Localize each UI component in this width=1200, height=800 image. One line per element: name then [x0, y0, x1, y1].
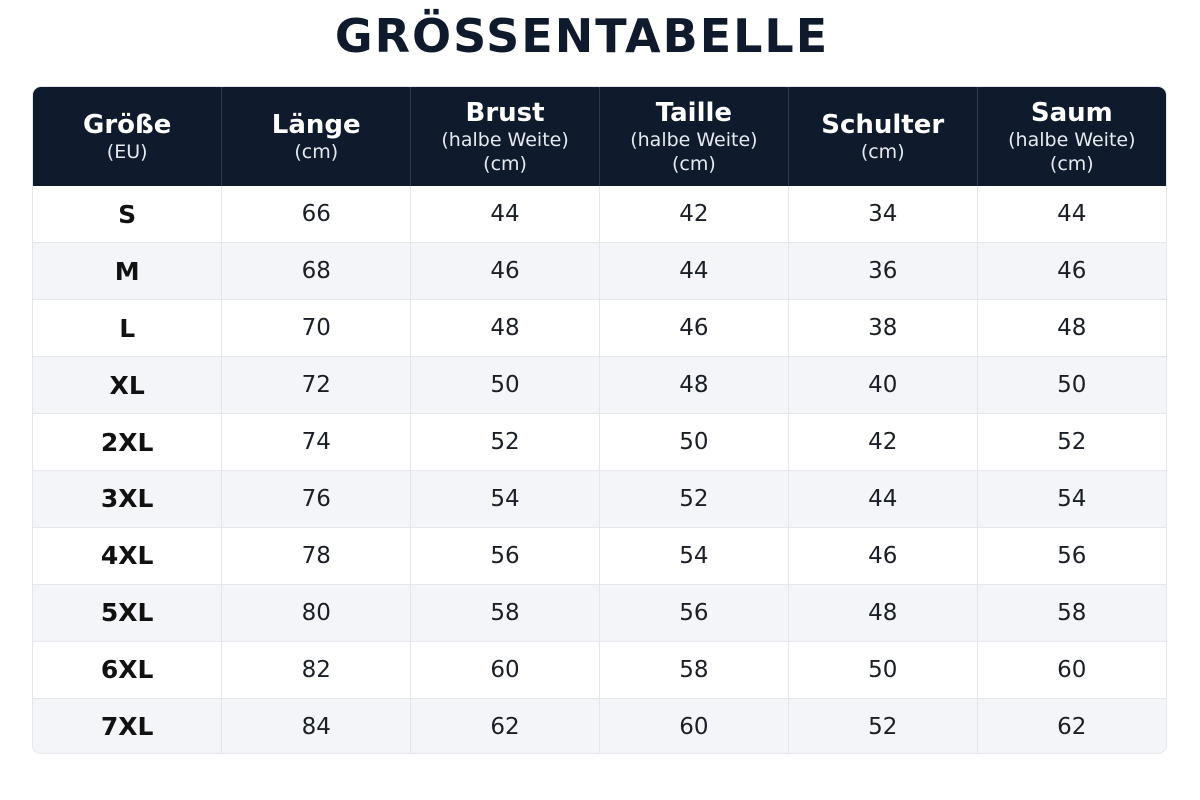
measurement-cell: 54: [599, 527, 789, 585]
table-body: S 66 44 42 34 44 M 68 46 44 36 46 L 70 48 46 38 48 XL 72 50 4…: [33, 186, 1166, 753]
size-table: Größe (EU) Länge (cm) Brust (halbe Weite) (cm)…: [33, 87, 1166, 753]
table-row: 7XL 84 62 60 52 62: [33, 698, 1166, 753]
column-header: Taille (halbe Weite) (cm): [599, 87, 789, 186]
measurement-cell: 46: [410, 242, 600, 301]
column-header-unit: (cm): [860, 140, 905, 163]
measurement-cell: 78: [221, 527, 412, 585]
size-cell: 2XL: [33, 413, 223, 471]
measurement-cell: 50: [788, 641, 978, 699]
measurement-cell: 44: [977, 186, 1166, 244]
column-header-unit: (halbe Weite): [1008, 128, 1136, 151]
column-header-unit: (cm): [1049, 152, 1094, 175]
measurement-cell: 50: [977, 356, 1166, 415]
measurement-cell: 56: [977, 527, 1166, 585]
measurement-cell: 48: [977, 299, 1166, 358]
size-cell: S: [33, 186, 223, 244]
column-header-unit: (cm): [672, 152, 716, 175]
measurement-cell: 38: [788, 299, 978, 358]
measurement-cell: 62: [410, 698, 600, 753]
column-header-unit: (cm): [483, 152, 527, 175]
measurement-cell: 54: [410, 470, 600, 528]
measurement-cell: 72: [221, 356, 412, 415]
measurement-cell: 82: [221, 641, 412, 699]
measurement-cell: 52: [977, 413, 1166, 471]
measurement-cell: 84: [221, 698, 412, 753]
table-header: Größe (EU) Länge (cm) Brust (halbe Weite) (cm)…: [33, 87, 1166, 186]
measurement-cell: 44: [599, 242, 789, 301]
measurement-cell: 58: [977, 584, 1166, 642]
measurement-cell: 58: [410, 584, 600, 642]
column-header: Brust (halbe Weite) (cm): [410, 87, 600, 186]
measurement-cell: 34: [788, 186, 978, 244]
column-header-label: Saum: [1030, 97, 1113, 128]
column-header-unit: (halbe Weite): [441, 128, 569, 151]
measurement-cell: 60: [599, 698, 789, 753]
measurement-cell: 58: [599, 641, 789, 699]
measurement-cell: 60: [410, 641, 600, 699]
size-table-container: Größe (EU) Länge (cm) Brust (halbe Weite) (cm)…: [32, 86, 1167, 754]
measurement-cell: 44: [788, 470, 978, 528]
measurement-cell: 42: [788, 413, 978, 471]
table-row: XL 72 50 48 40 50: [33, 356, 1166, 415]
size-cell: 3XL: [33, 470, 223, 528]
column-header-label: Größe: [82, 109, 172, 140]
size-cell: XL: [33, 356, 223, 415]
size-cell: M: [33, 242, 223, 301]
measurement-cell: 50: [410, 356, 600, 415]
measurement-cell: 54: [977, 470, 1166, 528]
table-row: 2XL 74 52 50 42 52: [33, 413, 1166, 471]
column-header-label: Länge: [271, 109, 361, 140]
measurement-cell: 76: [221, 470, 412, 528]
column-header-unit: (halbe Weite): [630, 128, 758, 151]
measurement-cell: 68: [221, 242, 412, 301]
measurement-cell: 56: [410, 527, 600, 585]
column-header: Größe (EU): [33, 87, 223, 186]
size-cell: 6XL: [33, 641, 223, 699]
measurement-cell: 48: [599, 356, 789, 415]
measurement-cell: 40: [788, 356, 978, 415]
measurement-cell: 70: [221, 299, 412, 358]
measurement-cell: 50: [599, 413, 789, 471]
column-header: Schulter (cm): [788, 87, 978, 186]
measurement-cell: 74: [221, 413, 412, 471]
measurement-cell: 80: [221, 584, 412, 642]
table-row: M 68 46 44 36 46: [33, 242, 1166, 301]
table-row: L 70 48 46 38 48: [33, 299, 1166, 358]
measurement-cell: 46: [599, 299, 789, 358]
column-header: Saum (halbe Weite) (cm): [977, 87, 1166, 186]
size-cell: 4XL: [33, 527, 223, 585]
header-row: Größe (EU) Länge (cm) Brust (halbe Weite) (cm)…: [33, 87, 1166, 186]
table-row: 3XL 76 54 52 44 54: [33, 470, 1166, 528]
size-cell: L: [33, 299, 223, 358]
measurement-cell: 42: [599, 186, 789, 244]
column-header-unit: (EU): [106, 140, 148, 163]
column-header-label: Brust: [465, 97, 545, 128]
size-cell: 7XL: [33, 698, 223, 753]
column-header-label: Schulter: [821, 109, 945, 140]
measurement-cell: 62: [977, 698, 1166, 753]
column-header-unit: (cm): [294, 140, 339, 163]
measurement-cell: 44: [410, 186, 600, 244]
table-row: 4XL 78 56 54 46 56: [33, 527, 1166, 585]
table-row: S 66 44 42 34 44: [33, 186, 1166, 244]
measurement-cell: 48: [788, 584, 978, 642]
measurement-cell: 52: [410, 413, 600, 471]
measurement-cell: 36: [788, 242, 978, 301]
page-title: GRÖSSENTABELLE: [334, 9, 830, 63]
column-header-label: Taille: [655, 97, 733, 128]
measurement-cell: 46: [788, 527, 978, 585]
table-row: 5XL 80 58 56 48 58: [33, 584, 1166, 642]
measurement-cell: 52: [788, 698, 978, 753]
measurement-cell: 60: [977, 641, 1166, 699]
measurement-cell: 46: [977, 242, 1166, 301]
measurement-cell: 48: [410, 299, 600, 358]
measurement-cell: 66: [221, 186, 412, 244]
table-row: 6XL 82 60 58 50 60: [33, 641, 1166, 699]
size-cell: 5XL: [33, 584, 223, 642]
measurement-cell: 56: [599, 584, 789, 642]
measurement-cell: 52: [599, 470, 789, 528]
column-header: Länge (cm): [221, 87, 412, 186]
